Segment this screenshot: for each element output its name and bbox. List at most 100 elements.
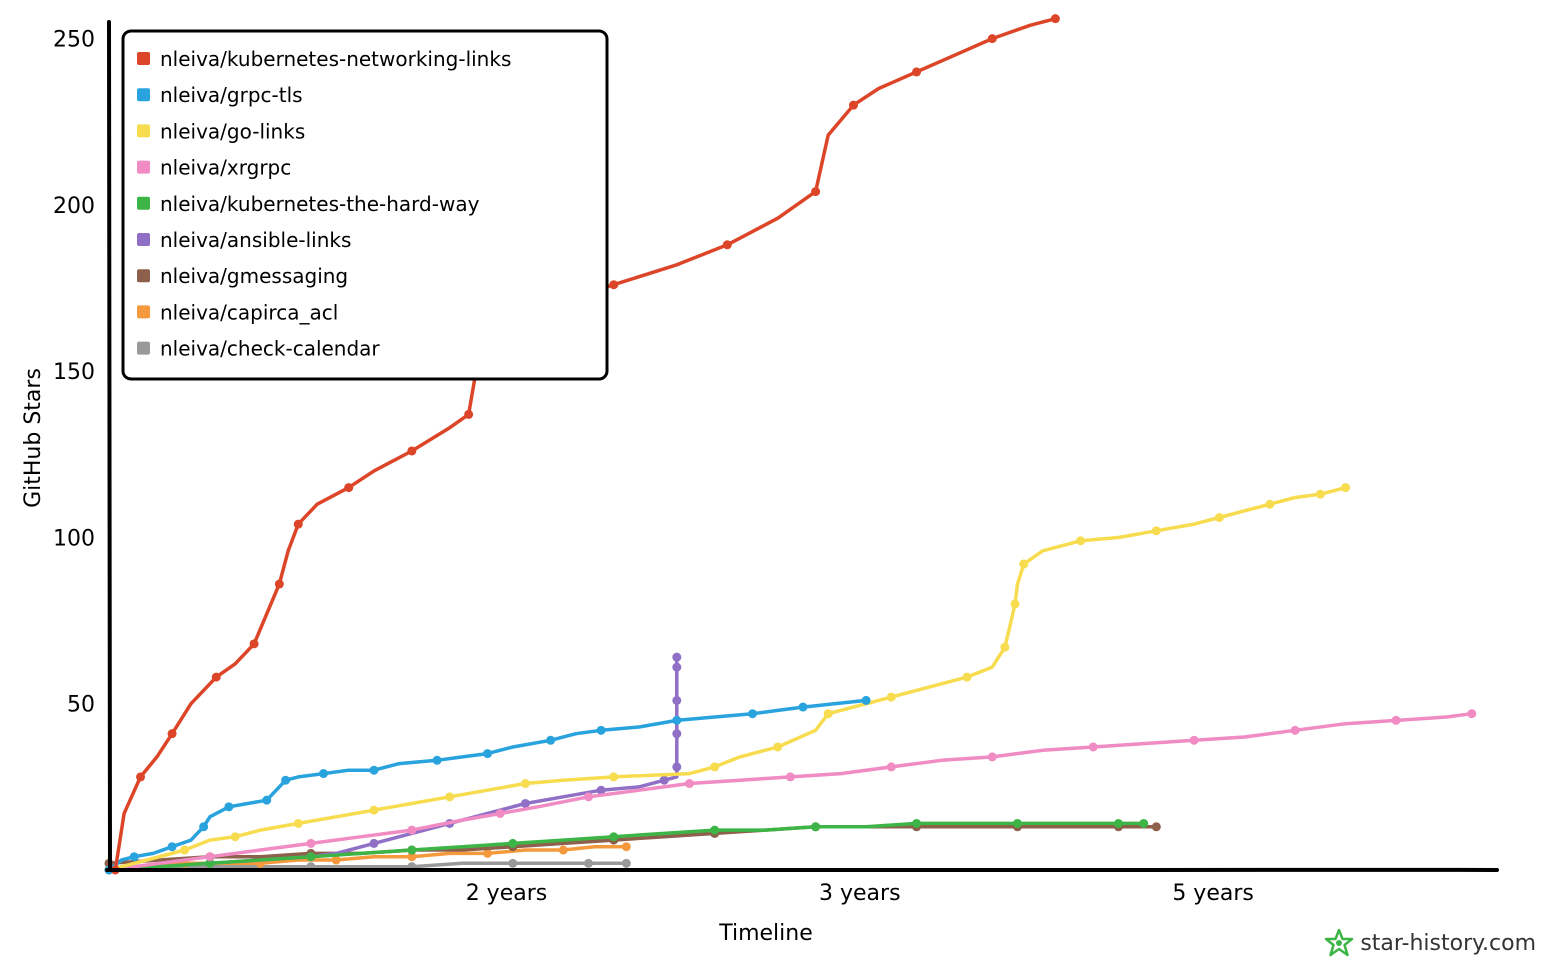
series-point <box>520 798 530 808</box>
series-point <box>369 838 379 848</box>
y-tick-label: 250 <box>53 28 95 53</box>
series-point <box>1189 735 1199 745</box>
series-point <box>558 845 568 855</box>
series-point <box>773 742 783 752</box>
legend-label: nleiva/ansible-links <box>160 228 351 252</box>
series-point <box>785 772 795 782</box>
series-point <box>722 240 732 250</box>
series-3 <box>104 709 1477 875</box>
legend-label: nleiva/kubernetes-networking-links <box>160 47 511 71</box>
series-point <box>811 187 821 197</box>
series-line <box>107 821 1146 872</box>
series-point <box>609 832 619 842</box>
series-point <box>811 822 821 832</box>
series-point <box>1290 725 1300 735</box>
series-point <box>407 845 417 855</box>
series-point <box>1214 512 1224 522</box>
series-line <box>107 485 1348 872</box>
series-point <box>520 779 530 789</box>
series-point <box>672 695 682 705</box>
legend-label: nleiva/capirca_acl <box>160 300 338 324</box>
series-point <box>293 519 303 529</box>
series-point <box>306 838 316 848</box>
y-tick-label: 50 <box>67 693 95 718</box>
y-axis-line <box>107 20 112 872</box>
series-point <box>609 280 619 290</box>
series-point <box>1315 489 1325 499</box>
series-point <box>1019 559 1029 569</box>
series-point <box>1151 822 1161 832</box>
series-point <box>211 672 221 682</box>
series-point <box>583 792 593 802</box>
series-point <box>912 67 922 77</box>
series-point <box>798 702 808 712</box>
series-point <box>710 762 720 772</box>
series-point <box>464 409 474 419</box>
series-point <box>672 662 682 672</box>
series-point <box>508 858 518 868</box>
series-point <box>445 792 455 802</box>
series-point <box>609 772 619 782</box>
watermark: star-history.com <box>1324 928 1536 958</box>
series-point <box>432 755 442 765</box>
series-point <box>962 672 972 682</box>
series-point <box>1391 715 1401 725</box>
series-point <box>596 725 606 735</box>
legend-box <box>121 29 609 381</box>
legend-label: nleiva/xrgrpc <box>160 156 291 180</box>
series-point <box>136 772 146 782</box>
legend-swatch <box>137 160 150 174</box>
x-axis-line <box>105 867 1499 873</box>
series-point <box>886 762 896 772</box>
watermark-text: star-history.com <box>1360 930 1536 956</box>
series-point <box>369 805 379 815</box>
series-point <box>180 845 190 855</box>
legend-swatch <box>137 52 150 65</box>
series-point <box>912 818 922 828</box>
series-point <box>1467 709 1477 719</box>
series-point <box>596 785 606 795</box>
series-point <box>508 838 518 848</box>
legend-swatch <box>137 88 150 102</box>
y-tick-label: 150 <box>53 360 95 385</box>
legend-swatch <box>137 124 150 138</box>
ticks: 50 100 150 200 250 2 years 3 years 5 years <box>53 28 1254 906</box>
series-point <box>672 715 682 725</box>
legend-swatch <box>137 196 150 210</box>
series-point <box>205 858 215 868</box>
legend-swatch <box>137 305 150 319</box>
series-point <box>293 818 303 828</box>
series-point <box>167 729 177 739</box>
series-point <box>230 832 240 842</box>
series-point <box>129 852 139 862</box>
series-point <box>407 825 417 835</box>
series-line <box>107 861 629 872</box>
x-tick-label: 2 years <box>466 881 548 906</box>
legend-label: nleiva/gmessaging <box>160 264 348 288</box>
series-point <box>281 775 291 785</box>
series-point <box>672 762 682 772</box>
series-point <box>1151 526 1161 536</box>
series-point <box>199 822 209 832</box>
series-point <box>710 825 720 835</box>
series-point <box>1000 642 1010 652</box>
legend-swatch <box>137 233 150 246</box>
series-1 <box>104 695 871 875</box>
y-axis-title: GitHub Stars <box>21 368 46 508</box>
series-point <box>672 729 682 739</box>
legend-label: nleiva/go-links <box>160 119 305 143</box>
series-point <box>684 779 694 789</box>
series-point <box>823 709 833 719</box>
y-tick-label: 200 <box>53 194 95 219</box>
legend: nleiva/kubernetes-networking-links nleiva… <box>121 29 609 381</box>
star-history-logo-icon <box>1325 928 1354 957</box>
series-point <box>224 802 234 812</box>
series-point <box>483 749 493 759</box>
legend-swatch <box>137 269 150 283</box>
series-point <box>1265 499 1275 509</box>
x-tick-label: 3 years <box>819 881 901 906</box>
series-point <box>249 639 259 649</box>
legend-label: nleiva/kubernetes-the-hard-way <box>160 192 480 216</box>
series-point <box>1139 818 1149 828</box>
